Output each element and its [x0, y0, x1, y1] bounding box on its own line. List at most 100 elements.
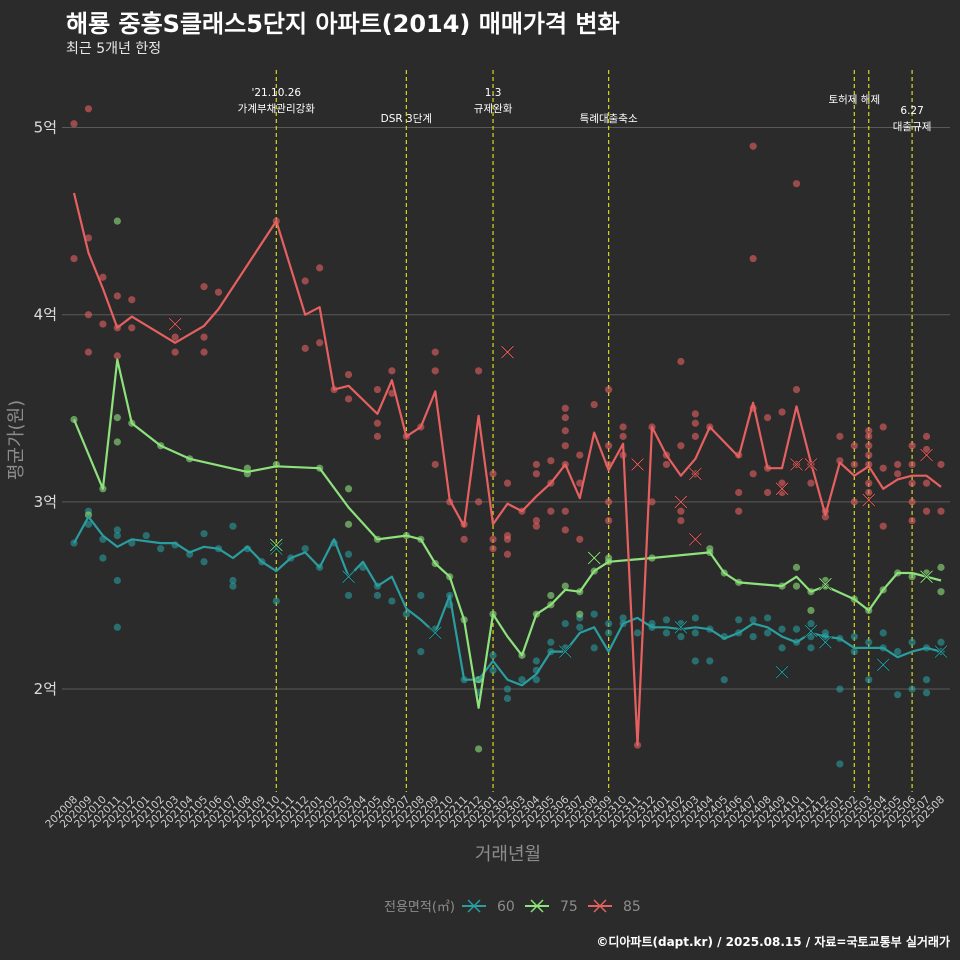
- data-point: [922, 432, 931, 440]
- data-point: [908, 516, 916, 525]
- cancelled-marker: [934, 644, 948, 659]
- data-point: [792, 563, 801, 571]
- data-point: [576, 535, 584, 543]
- cancel-stroke: [819, 635, 832, 649]
- data-point: [561, 526, 569, 534]
- data-point: [460, 535, 468, 543]
- cancel-stroke: [587, 551, 601, 565]
- data-point: [576, 623, 584, 631]
- data-point: [937, 563, 945, 571]
- data-point: [576, 479, 584, 487]
- data-point: [937, 588, 945, 596]
- data-point: [764, 488, 772, 497]
- data-point: [344, 370, 353, 379]
- data-point: [908, 685, 916, 693]
- cancel-stroke: [876, 658, 890, 672]
- data-point: [908, 498, 916, 506]
- cancel-stroke: [804, 458, 818, 471]
- data-point: [70, 120, 78, 128]
- y-axis-title: 평균가(원): [6, 400, 27, 480]
- event-label: 대출규제: [893, 121, 932, 133]
- data-point: [922, 676, 931, 684]
- data-point: [879, 423, 887, 431]
- data-point: [561, 442, 569, 450]
- series-line-85: [72, 192, 942, 747]
- data-point: [344, 485, 353, 493]
- data-point: [561, 582, 569, 590]
- data-point: [720, 676, 728, 684]
- data-point: [836, 685, 844, 693]
- data-point: [735, 488, 743, 497]
- data-point: [937, 638, 945, 646]
- series-line-75: [72, 358, 942, 709]
- data-point: [894, 470, 902, 478]
- data-point: [879, 464, 887, 472]
- cancel-stroke: [631, 458, 644, 471]
- legend: 전용면적(㎡) 60 75 85: [384, 899, 641, 915]
- legend-item-85: 85: [588, 899, 641, 915]
- data-point: [547, 457, 555, 465]
- data-point: [200, 558, 208, 566]
- data-point: [691, 432, 699, 440]
- event-label: 토허제 해제: [828, 93, 880, 106]
- data-point: [633, 629, 642, 637]
- data-point: [475, 498, 483, 506]
- legend-cross: [467, 899, 481, 913]
- data-point: [84, 105, 93, 113]
- data-point: [503, 694, 512, 703]
- y-tick-label: 2억: [34, 680, 57, 698]
- cancel-stroke: [168, 317, 182, 331]
- cancelled-marker: [688, 467, 703, 481]
- legend-cross: [593, 899, 607, 913]
- y-tick-label: 4억: [34, 306, 57, 324]
- gridlines: [62, 127, 950, 690]
- data-point: [373, 385, 382, 394]
- data-point: [894, 460, 902, 469]
- data-point: [214, 288, 223, 296]
- data-point: [865, 451, 873, 459]
- data-point: [157, 545, 165, 553]
- cancelled-marker: [341, 570, 356, 584]
- data-point: [128, 296, 136, 304]
- cancelled-marker: [674, 620, 688, 634]
- data-point: [590, 400, 598, 409]
- data-point: [388, 597, 396, 605]
- data-point: [301, 344, 309, 352]
- cancelled-marker: [876, 658, 890, 672]
- data-point: [84, 234, 93, 242]
- page-title: 해룡 중흥S클래스5단지 아파트(2014) 매매가격 변화: [66, 10, 620, 38]
- cancelled-marker: [428, 626, 442, 640]
- series-lines: [72, 192, 942, 747]
- data-point: [677, 442, 685, 450]
- data-point: [489, 535, 497, 543]
- data-point: [113, 217, 121, 225]
- data-point: [489, 666, 497, 674]
- cancel-stroke: [688, 467, 702, 481]
- data-point: [388, 367, 396, 375]
- data-point: [518, 676, 526, 684]
- data-point: [142, 531, 150, 540]
- data-point: [922, 445, 931, 454]
- data-point: [113, 531, 121, 540]
- data-point: [475, 367, 483, 375]
- data-point: [792, 385, 801, 394]
- cancel-stroke: [558, 645, 572, 658]
- data-point: [922, 689, 931, 697]
- data-point: [922, 479, 931, 487]
- data-point: [605, 385, 613, 394]
- event-label: '21.10.26: [251, 87, 301, 99]
- data-point: [850, 498, 858, 506]
- data-point: [865, 479, 873, 487]
- data-point: [316, 264, 324, 272]
- data-point: [503, 685, 512, 693]
- data-point: [894, 648, 902, 656]
- data-point: [590, 644, 598, 652]
- data-point: [503, 479, 512, 487]
- data-point: [344, 520, 353, 528]
- data-point: [677, 633, 685, 641]
- data-point: [561, 507, 569, 515]
- cancel-stroke: [674, 620, 688, 634]
- data-point: [662, 616, 671, 624]
- y-tick-label: 3억: [34, 493, 57, 511]
- data-point: [908, 479, 916, 487]
